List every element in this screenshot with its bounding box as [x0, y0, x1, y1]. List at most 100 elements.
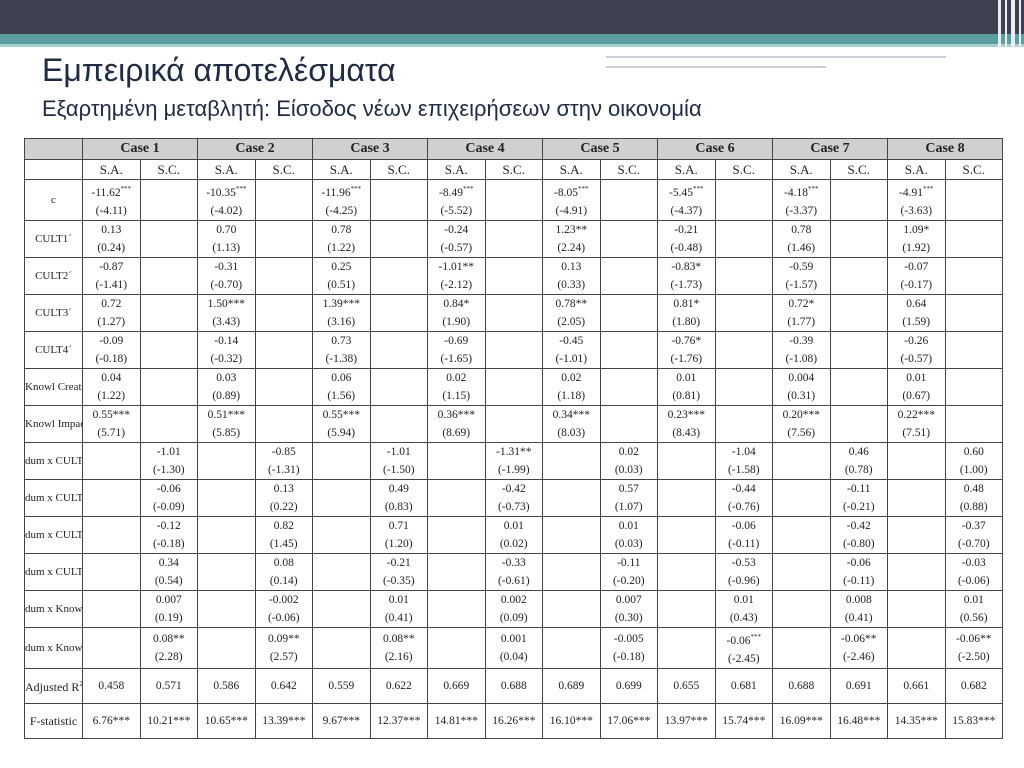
coefficient: 0.08	[273, 556, 294, 569]
coef-cell	[254, 404, 313, 443]
fit-value: 16.26***	[484, 702, 543, 739]
fit-value: 0.655	[657, 667, 716, 704]
coef-cell: -0.21 (-0.48)	[657, 219, 716, 258]
coef-cell: 0.13 (0.24)	[82, 219, 141, 258]
fit-value: 16.10***	[542, 702, 601, 739]
coef-cell: -0.12 (-0.18)	[139, 515, 198, 554]
fit-value: 12.37***	[369, 702, 428, 739]
coefficient: -0.44	[731, 482, 756, 495]
fit-value: 15.74***	[714, 702, 773, 739]
coef-cell	[484, 330, 543, 369]
coefficient: -4.18***	[784, 185, 819, 199]
coef-cell: -8.05*** (-4.91)	[542, 179, 601, 221]
fit-value: 0.559	[312, 667, 371, 704]
coef-cell: -0.69 (-1.65)	[427, 330, 486, 369]
coefficient: -0.59	[789, 260, 814, 273]
coef-cell	[887, 589, 946, 628]
subheader-row: S.A. S.C. S.A. S.C. S.A. S.C. S.A. S.C. S.A. S.C.…	[24, 159, 1003, 180]
table-body: c -11.62*** (-4.11) -10.35*** (-4.02) -11.96*…	[24, 179, 1003, 739]
coef-cell: 0.01 (0.67)	[887, 367, 946, 406]
coefficient: -0.37	[961, 519, 986, 532]
coef-cell	[772, 441, 831, 480]
coef-cell: 0.13 (0.22)	[254, 478, 313, 517]
coef-cell	[427, 515, 486, 554]
coefficient: 0.13	[561, 260, 582, 273]
t-statistic: (1.56)	[327, 389, 356, 402]
coefficient: 0.55***	[322, 408, 360, 421]
coef-cell	[599, 219, 658, 258]
coefficient: 0.73	[331, 334, 352, 347]
subheader-cell: S.A.	[312, 159, 371, 180]
subheader-cell: S.A.	[427, 159, 486, 180]
t-statistic: (2.05)	[557, 315, 586, 328]
subheader-cell: S.A.	[657, 159, 716, 180]
coef-cell	[369, 293, 428, 332]
coefficient: 1.23**	[555, 223, 588, 236]
row-label: dum x CULT3´´	[24, 515, 83, 554]
t-statistic: (8.69)	[442, 426, 471, 439]
coef-cell: 0.46 (0.78)	[829, 441, 888, 480]
t-statistic: (-0.18)	[612, 650, 645, 663]
accent-band-light	[0, 44, 1024, 47]
coefficient: 0.60	[963, 445, 984, 458]
coef-cell: 0.25 (0.51)	[312, 256, 371, 295]
coef-cell	[542, 515, 601, 554]
coefficient: 0.01	[618, 519, 639, 532]
coefficient: -0.06	[156, 482, 181, 495]
t-statistic: (0.67)	[902, 389, 931, 402]
coef-cell: 0.81* (1.80)	[657, 293, 716, 332]
accent-band	[0, 34, 1024, 44]
coef-cell	[599, 256, 658, 295]
fit-value: 0.699	[599, 667, 658, 704]
coef-cell: -4.91*** (-3.63)	[887, 179, 946, 221]
coefficient: 0.23***	[667, 408, 705, 421]
coef-cell	[599, 293, 658, 332]
coef-cell	[254, 330, 313, 369]
t-statistic: (0.88)	[959, 500, 988, 513]
coef-cell	[197, 589, 256, 628]
coefficient: 0.55***	[92, 408, 130, 421]
coef-cell	[657, 589, 716, 628]
coef-cell: 0.23*** (8.43)	[657, 404, 716, 443]
row-label: CULT1´	[24, 219, 83, 258]
coef-cell: 0.001 (0.04)	[484, 626, 543, 669]
coefficient: -0.33	[501, 556, 526, 569]
coef-cell	[82, 478, 141, 517]
fit-value: 0.691	[829, 667, 888, 704]
t-statistic: (1.92)	[902, 241, 931, 254]
coef-cell	[82, 626, 141, 669]
t-statistic: (-1.50)	[382, 463, 415, 476]
t-statistic: (0.04)	[499, 650, 528, 663]
coef-cell: -0.06 (-0.11)	[714, 515, 773, 554]
coef-cell: 0.48 (0.88)	[944, 478, 1003, 517]
fit-value: 0.681	[714, 667, 773, 704]
case-header: Case 3	[312, 138, 428, 160]
coef-cell: -8.49*** (-5.52)	[427, 179, 486, 221]
coefficient: -8.49***	[439, 185, 474, 199]
coef-cell: 0.70 (1.13)	[197, 219, 256, 258]
row-label: Adjusted R2	[24, 667, 83, 704]
coef-cell	[657, 441, 716, 480]
coef-cell: -0.06*** (-2.45)	[714, 626, 773, 669]
coef-cell: 0.01 (0.56)	[944, 589, 1003, 628]
significance-stars: ***	[922, 185, 934, 193]
t-statistic: (-1.57)	[785, 278, 818, 291]
subheader-cell: S.C.	[599, 159, 658, 180]
t-statistic: (-2.45)	[727, 652, 760, 665]
t-statistic: (-0.80)	[842, 537, 875, 550]
case-header: Case 5	[542, 138, 658, 160]
t-statistic: (-1.76)	[670, 352, 703, 365]
coef-cell: 0.34 (0.54)	[139, 552, 198, 591]
coefficient: -0.87	[99, 260, 124, 273]
slide-subtitle: Εξαρτημένη μεταβλητή: Είσοδος νέων επιχε…	[42, 96, 702, 121]
coefficient: 0.06	[331, 371, 352, 384]
coef-cell	[254, 219, 313, 258]
coefficient: -0.39	[789, 334, 814, 347]
coef-cell: -0.44 (-0.76)	[714, 478, 773, 517]
t-statistic: (0.78)	[844, 463, 873, 476]
t-statistic: (-4.37)	[670, 204, 703, 217]
coefficient: 0.20***	[782, 408, 820, 421]
subheader-cell: S.C.	[714, 159, 773, 180]
t-statistic: (0.89)	[212, 389, 241, 402]
coef-cell: 0.60 (1.00)	[944, 441, 1003, 480]
